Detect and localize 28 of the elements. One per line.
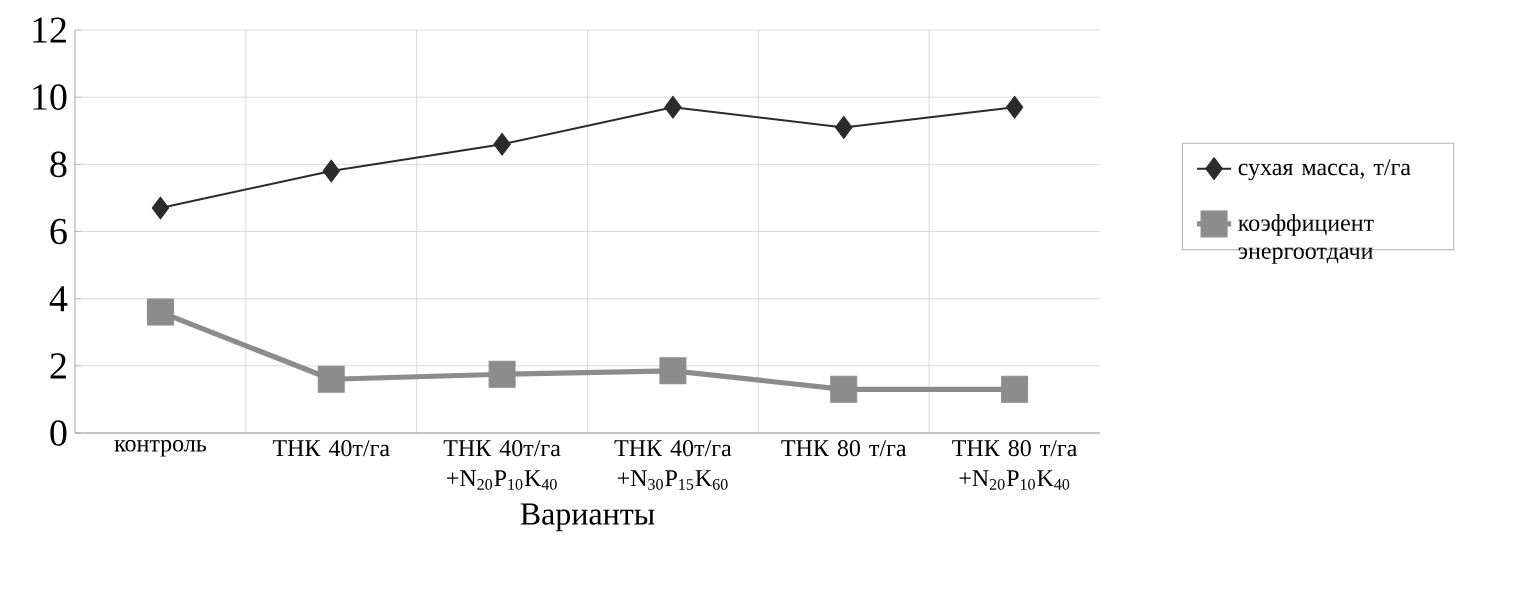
point [664, 95, 682, 119]
y-tick-label: 8 [50, 151, 67, 178]
point [488, 360, 516, 388]
point [1005, 95, 1024, 119]
y-tick-label: 2 [50, 353, 66, 379]
point [1001, 375, 1029, 403]
point [151, 196, 170, 220]
y-tick-label: 4 [49, 286, 68, 312]
x-tick-label: ТНК 40т/га +N$_{30}$P$_{15}$K$_{60}$ [614, 440, 732, 490]
x-tick-label: контроль [114, 440, 207, 457]
y-tick-label: 6 [50, 218, 67, 245]
point [493, 132, 511, 156]
y-tick-label: 0 [50, 420, 67, 446]
x-tick-label: ТНК 80 т/га +N$_{20}$P$_{10}$K$_{40}$ [952, 440, 1078, 490]
point [835, 115, 853, 139]
y-tick-label: 10 [33, 84, 67, 110]
point [659, 357, 687, 385]
x-tick-label: ТНК 40т/га +N$_{20}$P$_{10}$K$_{40}$ [443, 440, 561, 490]
legend-label: сухая масса, т/га [1238, 159, 1411, 181]
x-axis-title: Варианты [520, 503, 655, 532]
point [146, 298, 174, 326]
point [830, 375, 858, 403]
x-tick-label: ТНК 40т/га [272, 440, 390, 457]
legend-label: коэффициент энергоотдачи [1238, 214, 1374, 264]
point [317, 365, 345, 393]
x-tick-label: ТНК 80 т/га [781, 440, 907, 457]
y-tick-label: 12 [33, 17, 66, 43]
point [322, 159, 341, 183]
